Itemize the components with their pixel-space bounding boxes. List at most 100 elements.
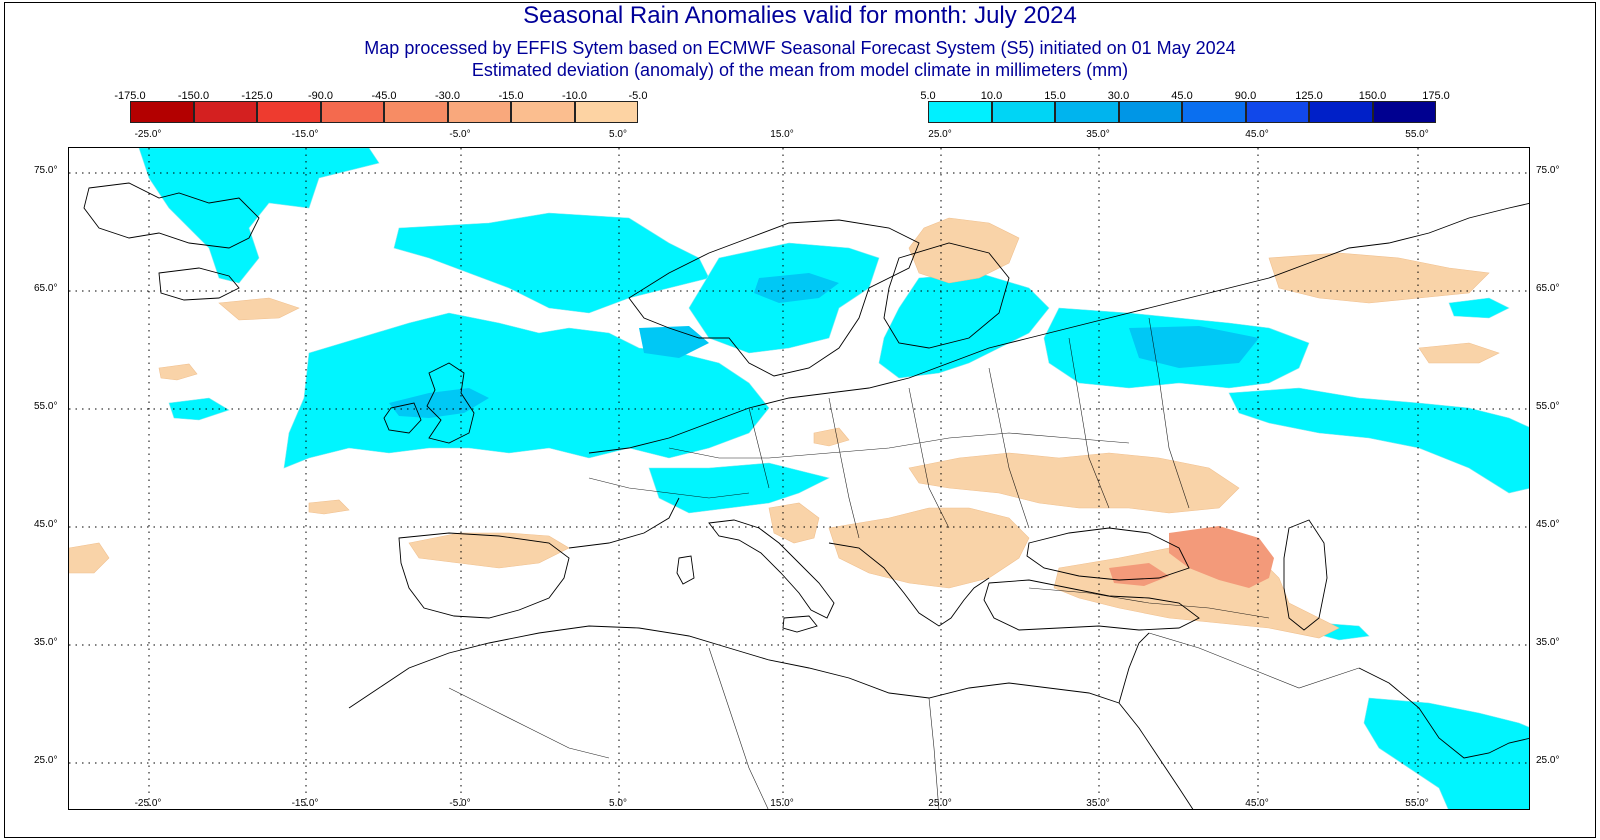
- legend-tick-label: 15.0: [1044, 90, 1066, 102]
- coastline-ireland: [383, 402, 422, 434]
- coastline-iberia: [398, 532, 570, 619]
- latitude-label: 55.0°: [1536, 401, 1560, 412]
- latitude-label: 65.0°: [34, 283, 58, 294]
- wet-area-finland-baltic: [878, 272, 1050, 379]
- dry-area-italy: [768, 502, 820, 544]
- map-subtitle-units: Estimated deviation (anomaly) of the mea…: [471, 60, 1129, 80]
- coastline-sardinia: [676, 555, 695, 585]
- legend-color-box: [130, 101, 194, 123]
- longitude-label: 15.0°: [770, 129, 794, 140]
- coastline-france-med: [568, 497, 680, 549]
- wet-area-norwegian-sea: [393, 212, 710, 314]
- legend-tick-label: -90.0: [307, 90, 334, 102]
- wet-anomaly-strong-areas: [389, 273, 1259, 418]
- legend-color-box: [320, 101, 384, 123]
- coastline-greenland: [83, 182, 260, 249]
- dry-area-small-1: [1418, 342, 1500, 364]
- coastline-arabian-gulf: [1358, 667, 1529, 759]
- longitude-label: 45.0°: [1245, 798, 1269, 809]
- coastline-italy: [708, 519, 835, 619]
- legend-color-box: [1372, 101, 1436, 123]
- dry-area-kanin: [1268, 252, 1490, 304]
- dry-anomaly-strong-areas: [1109, 526, 1274, 588]
- longitude-label: -5.0°: [449, 798, 471, 809]
- legend-tick-label: -30.0: [434, 90, 461, 102]
- longitude-label: 45.0°: [1245, 129, 1269, 140]
- longitude-label: 25.0°: [928, 798, 952, 809]
- longitude-label: -15.0°: [291, 798, 319, 809]
- longitude-label: 5.0°: [609, 798, 627, 809]
- map-panel: [68, 147, 1530, 810]
- coastline-africa-north: [348, 625, 1120, 709]
- dry-area-small-3: [308, 499, 350, 515]
- legend-color-box: [1245, 101, 1309, 123]
- longitude-label: -25.0°: [134, 129, 162, 140]
- legend-tick-label: -125.0: [241, 90, 273, 102]
- longitude-label: 35.0°: [1086, 798, 1110, 809]
- legend-tick-label: 5.0: [920, 90, 936, 102]
- coastline-black-sea: [1026, 527, 1190, 581]
- legend-color-box: [574, 101, 638, 123]
- graticule: [69, 148, 1529, 809]
- longitude-label: 35.0°: [1086, 129, 1110, 140]
- wet-area-russia-east: [1228, 387, 1529, 494]
- legend-color-box: [193, 101, 257, 123]
- legend-tick-label: -10.0: [561, 90, 588, 102]
- legend-tick-label: -150.0: [177, 90, 210, 102]
- legend-color-box: [1309, 101, 1373, 123]
- legend-color-box: [384, 101, 448, 123]
- dry-area-carpathians-ukraine: [908, 452, 1240, 514]
- latitude-label: 25.0°: [34, 755, 58, 766]
- latitude-label: 65.0°: [1536, 283, 1560, 294]
- dry-area-balkans-pannonia: [828, 507, 1030, 589]
- coastline-iceland: [158, 267, 240, 301]
- latitude-label: 25.0°: [1536, 755, 1560, 766]
- coastline-levant-red-sea: [1118, 632, 1194, 809]
- map-canvas: [69, 148, 1529, 809]
- legend-tick-label: -175.0: [114, 90, 146, 102]
- legend-color-box: [511, 101, 575, 123]
- longitude-label: 25.0°: [928, 129, 952, 140]
- longitude-label: -25.0°: [134, 798, 162, 809]
- coastline-caspian: [1283, 519, 1328, 631]
- national-borders: [448, 317, 1360, 809]
- legend-color-box: [1055, 101, 1119, 123]
- coastline-balkans-greece: [828, 542, 990, 627]
- legend-tick-label: 150.0: [1358, 90, 1387, 102]
- legend-tick-label: -45.0: [371, 90, 397, 102]
- coastline-great-britain: [426, 362, 475, 444]
- latitude-label: 45.0°: [1536, 519, 1560, 530]
- longitude-label: 5.0°: [609, 129, 627, 140]
- map-title: Seasonal Rain Anomalies valid for month:…: [523, 2, 1077, 29]
- figure-frame: [4, 2, 1596, 838]
- legend-tick-label: -5.0: [628, 90, 648, 102]
- legend-color-box: [991, 101, 1055, 123]
- dry-area-iceland-south: [218, 297, 300, 321]
- legend-tick-label: 30.0: [1107, 90, 1130, 102]
- legend-tick-label: -15.0: [498, 90, 524, 102]
- latitude-label: 75.0°: [1536, 165, 1560, 176]
- legend-color-box: [1118, 101, 1182, 123]
- dry-area-kola-karelia: [908, 217, 1020, 284]
- latitude-label: 55.0°: [34, 401, 58, 412]
- legend-tick-label: 90.0: [1234, 90, 1257, 102]
- coastline-anatolia: [983, 579, 1200, 631]
- wet-anomaly-areas: [138, 148, 1529, 809]
- wet-area-small-2: [1448, 297, 1510, 319]
- coastline-finland: [883, 242, 1010, 349]
- dry-area-iberia-north: [408, 532, 570, 569]
- wet-area-france-north: [648, 462, 830, 514]
- dry-area-azores: [69, 542, 110, 574]
- wet-area-greenland-sea: [138, 148, 380, 284]
- coastline-scandinavia: [628, 219, 920, 377]
- legend-color-box: [928, 101, 992, 123]
- legend-color-box: [257, 101, 321, 123]
- longitude-label: 55.0°: [1405, 129, 1429, 140]
- legend-tick-label: 10.0: [980, 90, 1003, 102]
- latitude-label: 35.0°: [1536, 637, 1560, 648]
- legend-tick-label: 175.0: [1422, 90, 1450, 102]
- latitude-label: 75.0°: [34, 165, 58, 176]
- longitude-label: -15.0°: [291, 129, 319, 140]
- dry-area-small-2: [813, 427, 850, 447]
- legend-tick-label: 45.0: [1171, 90, 1193, 102]
